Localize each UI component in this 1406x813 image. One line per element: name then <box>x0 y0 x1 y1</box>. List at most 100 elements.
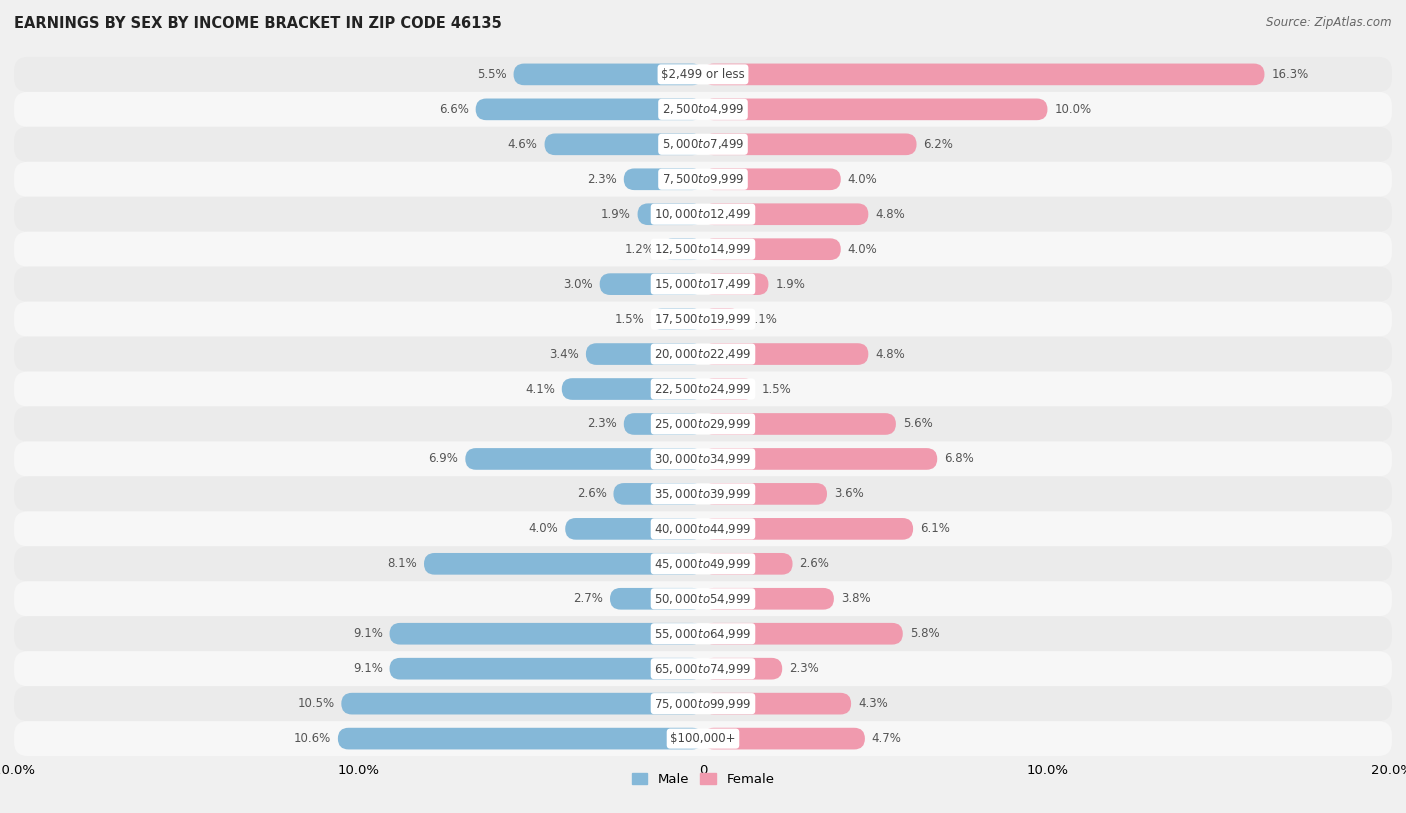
Text: $12,500 to $14,999: $12,500 to $14,999 <box>654 242 752 256</box>
FancyBboxPatch shape <box>337 728 703 750</box>
FancyBboxPatch shape <box>703 518 912 540</box>
FancyBboxPatch shape <box>703 553 793 575</box>
FancyBboxPatch shape <box>703 133 917 155</box>
FancyBboxPatch shape <box>651 308 703 330</box>
Text: $100,000+: $100,000+ <box>671 733 735 745</box>
Legend: Male, Female: Male, Female <box>626 767 780 791</box>
Text: $35,000 to $39,999: $35,000 to $39,999 <box>654 487 752 501</box>
Text: 2.3%: 2.3% <box>588 418 617 430</box>
FancyBboxPatch shape <box>703 413 896 435</box>
Text: $50,000 to $54,999: $50,000 to $54,999 <box>654 592 752 606</box>
FancyBboxPatch shape <box>703 308 741 330</box>
Text: 5.5%: 5.5% <box>477 68 506 80</box>
FancyBboxPatch shape <box>475 98 703 120</box>
FancyBboxPatch shape <box>544 133 703 155</box>
FancyBboxPatch shape <box>14 57 1392 92</box>
FancyBboxPatch shape <box>342 693 703 715</box>
Text: $2,499 or less: $2,499 or less <box>661 68 745 80</box>
Text: 6.9%: 6.9% <box>429 453 458 465</box>
FancyBboxPatch shape <box>703 168 841 190</box>
Text: $5,000 to $7,499: $5,000 to $7,499 <box>662 137 744 151</box>
Text: 4.6%: 4.6% <box>508 138 537 150</box>
FancyBboxPatch shape <box>14 511 1392 546</box>
FancyBboxPatch shape <box>703 623 903 645</box>
FancyBboxPatch shape <box>703 98 1047 120</box>
FancyBboxPatch shape <box>599 273 703 295</box>
Text: 4.7%: 4.7% <box>872 733 901 745</box>
FancyBboxPatch shape <box>703 588 834 610</box>
FancyBboxPatch shape <box>14 232 1392 267</box>
Text: 4.1%: 4.1% <box>524 383 555 395</box>
FancyBboxPatch shape <box>425 553 703 575</box>
Text: 10.5%: 10.5% <box>297 698 335 710</box>
FancyBboxPatch shape <box>703 728 865 750</box>
Text: 4.0%: 4.0% <box>848 243 877 255</box>
Text: $10,000 to $12,499: $10,000 to $12,499 <box>654 207 752 221</box>
Text: 3.4%: 3.4% <box>550 348 579 360</box>
FancyBboxPatch shape <box>703 693 851 715</box>
Text: EARNINGS BY SEX BY INCOME BRACKET IN ZIP CODE 46135: EARNINGS BY SEX BY INCOME BRACKET IN ZIP… <box>14 16 502 31</box>
Text: 8.1%: 8.1% <box>387 558 418 570</box>
FancyBboxPatch shape <box>703 483 827 505</box>
Text: 3.0%: 3.0% <box>564 278 593 290</box>
Text: 1.1%: 1.1% <box>748 313 778 325</box>
FancyBboxPatch shape <box>14 441 1392 476</box>
Text: 1.5%: 1.5% <box>614 313 644 325</box>
Text: 1.9%: 1.9% <box>775 278 806 290</box>
Text: 5.6%: 5.6% <box>903 418 932 430</box>
FancyBboxPatch shape <box>513 63 703 85</box>
FancyBboxPatch shape <box>389 658 703 680</box>
Text: 2.3%: 2.3% <box>588 173 617 185</box>
FancyBboxPatch shape <box>14 581 1392 616</box>
Text: 6.6%: 6.6% <box>439 103 468 115</box>
FancyBboxPatch shape <box>14 721 1392 756</box>
FancyBboxPatch shape <box>703 63 1264 85</box>
Text: 2.7%: 2.7% <box>574 593 603 605</box>
Text: $22,500 to $24,999: $22,500 to $24,999 <box>654 382 752 396</box>
Text: 1.5%: 1.5% <box>762 383 792 395</box>
FancyBboxPatch shape <box>14 686 1392 721</box>
FancyBboxPatch shape <box>14 162 1392 197</box>
Text: 4.8%: 4.8% <box>875 208 905 220</box>
Text: Source: ZipAtlas.com: Source: ZipAtlas.com <box>1267 16 1392 29</box>
FancyBboxPatch shape <box>703 658 782 680</box>
FancyBboxPatch shape <box>14 406 1392 441</box>
FancyBboxPatch shape <box>14 476 1392 511</box>
Text: 16.3%: 16.3% <box>1271 68 1309 80</box>
Text: 4.3%: 4.3% <box>858 698 887 710</box>
FancyBboxPatch shape <box>703 273 769 295</box>
FancyBboxPatch shape <box>14 302 1392 337</box>
Text: 3.8%: 3.8% <box>841 593 870 605</box>
Text: 4.0%: 4.0% <box>848 173 877 185</box>
FancyBboxPatch shape <box>703 238 841 260</box>
FancyBboxPatch shape <box>14 372 1392 406</box>
Text: $17,500 to $19,999: $17,500 to $19,999 <box>654 312 752 326</box>
FancyBboxPatch shape <box>613 483 703 505</box>
Text: $55,000 to $64,999: $55,000 to $64,999 <box>654 627 752 641</box>
Text: 3.6%: 3.6% <box>834 488 863 500</box>
Text: 1.9%: 1.9% <box>600 208 631 220</box>
Text: 2.6%: 2.6% <box>576 488 606 500</box>
FancyBboxPatch shape <box>703 343 869 365</box>
Text: $7,500 to $9,999: $7,500 to $9,999 <box>662 172 744 186</box>
Text: 9.1%: 9.1% <box>353 663 382 675</box>
Text: 1.2%: 1.2% <box>624 243 655 255</box>
Text: 2.6%: 2.6% <box>800 558 830 570</box>
Text: 6.2%: 6.2% <box>924 138 953 150</box>
Text: $45,000 to $49,999: $45,000 to $49,999 <box>654 557 752 571</box>
Text: $30,000 to $34,999: $30,000 to $34,999 <box>654 452 752 466</box>
Text: 6.8%: 6.8% <box>945 453 974 465</box>
FancyBboxPatch shape <box>465 448 703 470</box>
FancyBboxPatch shape <box>586 343 703 365</box>
Text: 9.1%: 9.1% <box>353 628 382 640</box>
FancyBboxPatch shape <box>14 92 1392 127</box>
FancyBboxPatch shape <box>703 378 755 400</box>
FancyBboxPatch shape <box>14 267 1392 302</box>
FancyBboxPatch shape <box>14 546 1392 581</box>
FancyBboxPatch shape <box>14 197 1392 232</box>
Text: $15,000 to $17,499: $15,000 to $17,499 <box>654 277 752 291</box>
Text: 6.1%: 6.1% <box>920 523 950 535</box>
Text: 5.8%: 5.8% <box>910 628 939 640</box>
FancyBboxPatch shape <box>562 378 703 400</box>
Text: $65,000 to $74,999: $65,000 to $74,999 <box>654 662 752 676</box>
